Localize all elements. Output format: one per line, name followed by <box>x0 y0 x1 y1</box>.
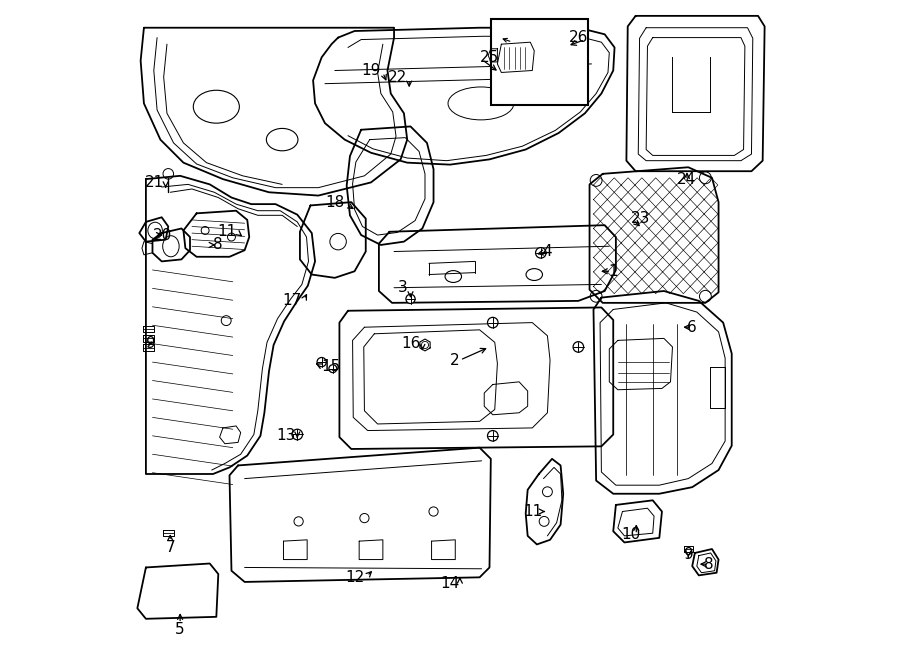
Text: 12: 12 <box>346 570 365 585</box>
Text: 21: 21 <box>144 175 164 190</box>
Text: 10: 10 <box>622 527 641 542</box>
Text: 8: 8 <box>704 557 714 572</box>
Text: 19: 19 <box>362 63 381 78</box>
Text: 14: 14 <box>441 576 460 592</box>
Text: 26: 26 <box>569 30 589 45</box>
Text: 18: 18 <box>326 194 345 210</box>
Ellipse shape <box>328 365 337 373</box>
Ellipse shape <box>573 342 583 352</box>
FancyBboxPatch shape <box>491 19 589 105</box>
Text: 7: 7 <box>166 540 176 555</box>
Text: 13: 13 <box>276 428 295 444</box>
Text: 23: 23 <box>631 211 651 226</box>
Ellipse shape <box>292 429 302 440</box>
Text: 24: 24 <box>678 172 697 186</box>
Text: 9: 9 <box>684 547 694 562</box>
Text: 25: 25 <box>480 50 499 65</box>
Text: 2: 2 <box>450 352 460 368</box>
Text: 20: 20 <box>152 227 172 243</box>
Text: 16: 16 <box>401 336 420 351</box>
Text: 6: 6 <box>687 320 697 334</box>
Ellipse shape <box>536 248 546 258</box>
Text: 22: 22 <box>388 69 407 85</box>
Ellipse shape <box>406 294 415 303</box>
Text: 4: 4 <box>543 244 552 259</box>
Text: 8: 8 <box>213 237 222 253</box>
Text: 17: 17 <box>283 293 302 309</box>
Text: 5: 5 <box>176 623 184 637</box>
Text: 11: 11 <box>523 504 542 519</box>
Text: 3: 3 <box>398 280 407 295</box>
Ellipse shape <box>317 358 327 367</box>
Ellipse shape <box>488 317 498 328</box>
Text: 11: 11 <box>217 224 236 239</box>
Ellipse shape <box>488 430 498 441</box>
Text: 9: 9 <box>146 336 156 351</box>
Text: 1: 1 <box>608 264 617 279</box>
Text: 15: 15 <box>321 359 341 374</box>
